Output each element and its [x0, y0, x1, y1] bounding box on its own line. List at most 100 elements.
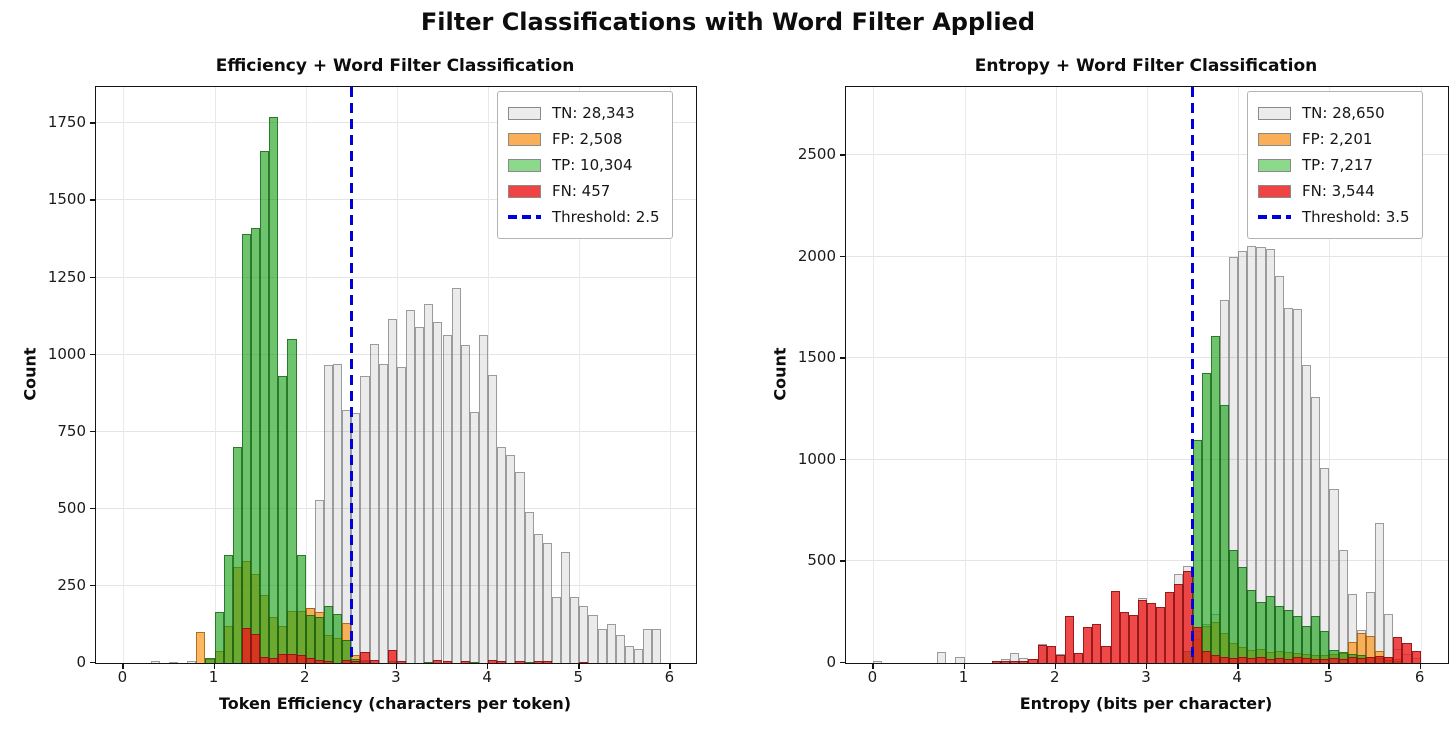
- y-tick-label: 1750: [47, 113, 86, 132]
- bar-fn: [1137, 600, 1147, 663]
- gridline-v: [670, 87, 672, 663]
- bar-tn: [387, 319, 397, 663]
- y-tick-mark: [90, 122, 95, 124]
- bar-tn: [497, 447, 507, 663]
- y-tick-mark: [840, 560, 845, 562]
- bar-tn: [406, 309, 416, 663]
- y-tick-label: 500: [57, 498, 86, 517]
- bar-tn: [1274, 276, 1284, 663]
- x-tick-mark: [1054, 664, 1057, 669]
- gridline-v: [1329, 87, 1331, 663]
- bar-fn: [1302, 657, 1312, 663]
- bar-tn: [955, 656, 965, 663]
- threshold-line: [1191, 87, 1195, 663]
- x-tick-label: 6: [664, 668, 675, 686]
- gridline-h: [96, 199, 696, 201]
- x-tick-mark: [213, 664, 215, 669]
- legend-item: Threshold: 2.5: [508, 204, 660, 230]
- gridline-v: [305, 87, 307, 663]
- y-tick-mark: [90, 353, 95, 356]
- plot-title-efficiency: Efficiency + Word Filter Classification: [215, 56, 575, 76]
- bar-tn: [1238, 250, 1248, 663]
- bar-fn: [497, 660, 507, 663]
- x-tick-mark: [304, 664, 307, 669]
- bar-fn: [1128, 615, 1138, 663]
- gridline-v: [1055, 87, 1057, 663]
- legend-item: FN: 457: [508, 178, 660, 204]
- bar-tn: [460, 345, 470, 663]
- bar-fn: [1229, 657, 1239, 663]
- x-tick-label: 1: [208, 668, 219, 686]
- bar-fn: [1347, 657, 1357, 663]
- bar-tn: [1229, 256, 1239, 663]
- x-tick-mark: [487, 664, 489, 669]
- x-tick-label: 1: [958, 668, 969, 686]
- bar-tn: [488, 374, 498, 663]
- bar-fn: [1393, 636, 1403, 663]
- bar-fn: [1019, 661, 1029, 663]
- bar-tp: [1292, 616, 1303, 663]
- bar-fn: [1028, 658, 1038, 663]
- bar-tn: [597, 629, 607, 663]
- y-tick-mark: [840, 662, 845, 664]
- bar-tp: [1210, 336, 1220, 663]
- legend-item: Threshold: 3.5: [1258, 204, 1410, 230]
- bar-fn: [1219, 656, 1230, 663]
- bar-tn: [633, 649, 644, 663]
- bar-tp: [314, 616, 324, 663]
- gridline-v: [1420, 87, 1422, 663]
- x-tick-mark: [1146, 664, 1148, 669]
- y-tick-mark: [90, 662, 95, 664]
- bar-fn: [260, 656, 270, 663]
- bar-tn: [378, 363, 388, 663]
- bar-fn: [1046, 645, 1056, 663]
- legend-label: TP: 7,217: [1302, 156, 1373, 174]
- legend-swatch-fn: [508, 184, 541, 198]
- bar-tp: [323, 605, 334, 663]
- bar-fn: [542, 661, 552, 663]
- legend-label: TP: 10,304: [552, 156, 633, 174]
- bar-tn: [442, 334, 452, 663]
- legend-swatch-fp: [508, 132, 541, 146]
- legend-swatch-tn: [1258, 106, 1291, 120]
- bar-tn: [570, 596, 580, 663]
- legend-item: TN: 28,650: [1258, 100, 1410, 126]
- gridline-v: [1147, 87, 1148, 663]
- bar-tp: [333, 613, 343, 663]
- bar-tn: [396, 366, 407, 663]
- legend-swatch-tn: [508, 106, 541, 120]
- y-tick-label: 1250: [47, 267, 86, 286]
- bar-tn: [1256, 246, 1266, 663]
- bar-tn: [1247, 245, 1257, 663]
- bar-tn: [360, 376, 370, 663]
- bar-tn: [168, 661, 179, 663]
- bar-fn: [1092, 623, 1102, 663]
- bar-fn: [1384, 656, 1394, 663]
- bar-fn: [533, 660, 543, 663]
- bar-tp: [469, 662, 479, 663]
- bar-fn: [515, 661, 525, 663]
- bar-fn: [1083, 627, 1093, 663]
- bar-tp: [1265, 596, 1275, 663]
- bar-tp: [1274, 606, 1284, 663]
- bar-tn: [624, 646, 634, 663]
- bar-fn: [396, 660, 407, 663]
- bar-tn: [551, 596, 562, 663]
- y-tick-mark: [90, 584, 95, 587]
- bar-tn: [506, 454, 516, 663]
- legend-item: TN: 28,343: [508, 100, 660, 126]
- bar-fn: [1283, 658, 1293, 663]
- bar-tn: [323, 365, 334, 663]
- x-tick-label: 4: [482, 668, 492, 686]
- bar-tp: [1320, 630, 1330, 663]
- x-tick-mark: [395, 664, 398, 669]
- bar-fn: [1292, 657, 1303, 663]
- y-tick-label: 1000: [797, 449, 836, 468]
- bar-tp: [1311, 616, 1321, 663]
- y-tick-label: 2500: [797, 145, 836, 164]
- y-tick-mark: [840, 255, 845, 258]
- legend-label: TN: 28,343: [552, 104, 635, 122]
- y-tick-label: 750: [57, 421, 86, 440]
- bar-fn: [387, 650, 397, 663]
- bar-fn: [1265, 658, 1275, 663]
